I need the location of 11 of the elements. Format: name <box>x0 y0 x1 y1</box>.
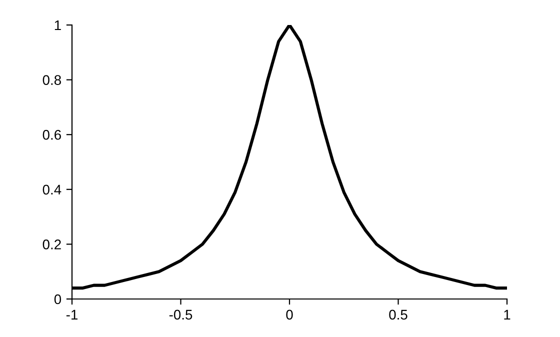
y-tick-label: 0.4 <box>42 184 62 195</box>
x-tick-label: -1 <box>66 310 78 320</box>
x-tick-label: -0.5 <box>169 310 192 320</box>
x-tick-label: 1 <box>504 310 510 320</box>
x-tick-label: 0.5 <box>389 310 408 320</box>
y-tick-label: 0.6 <box>42 130 61 140</box>
x-tick-label: 0 <box>286 310 293 320</box>
y-tick-label: 0.2 <box>42 240 61 250</box>
y-tick-label: 0 <box>54 294 62 304</box>
y-tick-label: 1 <box>54 20 61 30</box>
y-tick-label: 0.8 <box>42 75 61 85</box>
